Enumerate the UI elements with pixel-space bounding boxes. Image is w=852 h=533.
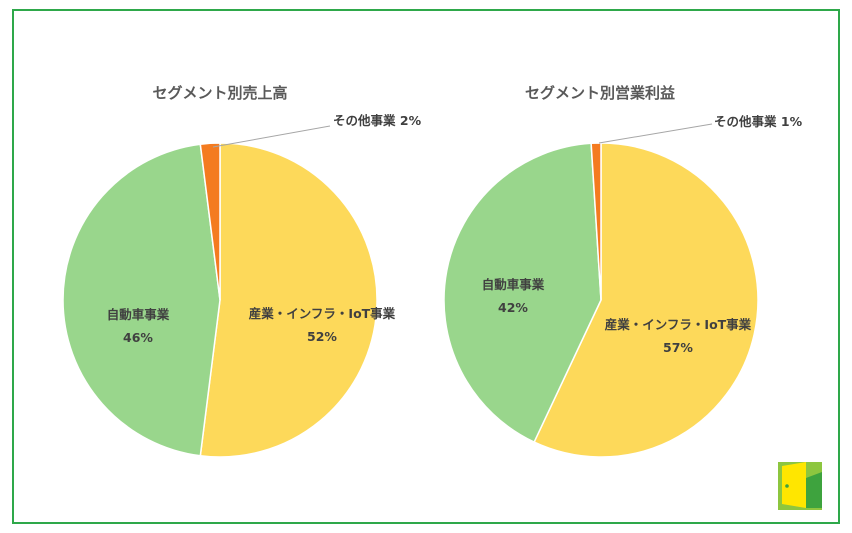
slice-label-industry: 産業・インフラ・IoT事業 [249,306,396,321]
profit-pie-chart: セグメント別営業利益 その他事業 1% 産業・インフラ・IoT事業 57% 自動… [443,84,803,458]
slice-label-other: その他事業 1% [714,114,803,129]
leader-line [598,123,713,144]
pie-slices [443,142,759,458]
door-logo-icon [778,462,822,510]
slice-value-industry: 52% [307,329,337,344]
pie-slices [62,142,378,458]
slice-industry [199,142,378,458]
slice-label-other: その他事業 2% [333,113,422,128]
slice-value-auto: 42% [498,300,528,315]
chart-title: セグメント別営業利益 [525,84,675,102]
slice-label-auto: 自動車事業 [107,307,170,322]
sales-pie-chart: セグメント別売上高 その他事業 2% 産業・インフラ・IoT事業 52% 自動車… [62,84,422,458]
slice-auto [62,143,221,457]
slice-label-industry: 産業・インフラ・IoT事業 [605,317,752,332]
slice-industry [533,142,759,458]
slice-auto [443,142,602,444]
chart-title: セグメント別売上高 [152,84,287,102]
slice-value-industry: 57% [663,340,693,355]
slice-other [199,142,221,301]
slice-label-auto: 自動車事業 [482,277,545,292]
slice-value-auto: 46% [123,330,153,345]
leader-line [212,125,331,148]
